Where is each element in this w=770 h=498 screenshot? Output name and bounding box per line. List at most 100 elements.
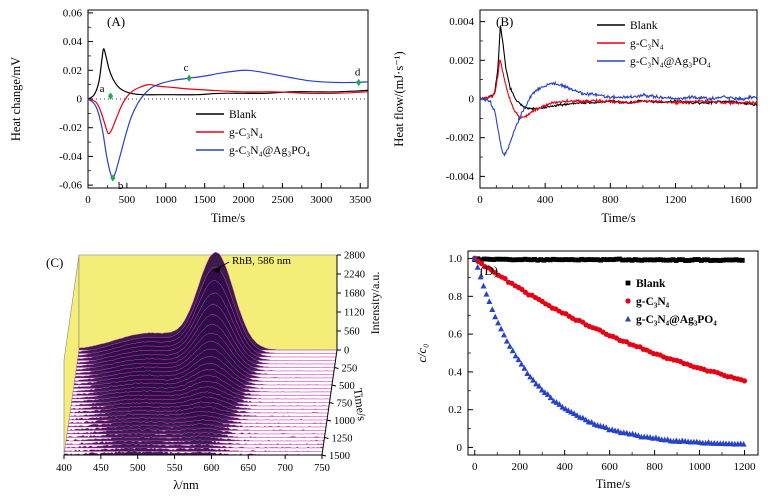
series-point-blank bbox=[560, 257, 566, 263]
series-point-blank bbox=[503, 256, 509, 262]
series-point-g-c3n4-ag3po4 bbox=[527, 373, 534, 380]
legend-marker-blank bbox=[625, 280, 631, 286]
series-point-blank bbox=[538, 257, 544, 263]
time-axis-label: Time/s bbox=[351, 387, 369, 422]
point-marker-b bbox=[110, 174, 116, 182]
series-point-blank bbox=[686, 258, 692, 263]
series-line-g-c3n4 bbox=[87, 83, 369, 135]
legend-label: g-C₃N₄@Ag₃PO₄ bbox=[630, 56, 711, 68]
series-point-g-c3n4-ag3po4 bbox=[495, 319, 502, 326]
series-point-blank bbox=[689, 257, 695, 263]
y-tick-label: 0.2 bbox=[448, 404, 462, 416]
series-point-blank bbox=[661, 257, 666, 263]
y-tick-label: -0.06 bbox=[59, 180, 82, 192]
series-point-g-c3n4-ag3po4 bbox=[480, 282, 487, 289]
series-point-g-c3n4-ag3po4 bbox=[574, 412, 581, 418]
wavelength-tick-label: 400 bbox=[56, 463, 72, 474]
series-point-g-c3n4-ag3po4 bbox=[582, 416, 589, 423]
intensity-tick-label: 560 bbox=[344, 327, 360, 338]
series-point-blank bbox=[510, 257, 515, 263]
legend-label: g-C₃N₄@Ag₃PO₄ bbox=[229, 145, 310, 157]
series-point-blank bbox=[739, 257, 745, 263]
series-point-blank bbox=[651, 257, 657, 263]
time-tick bbox=[321, 454, 327, 457]
panel-label: (B) bbox=[496, 14, 513, 29]
x-tick-label: 1200 bbox=[665, 194, 688, 206]
series-point-blank bbox=[525, 257, 531, 262]
series-point-g-c3n4-ag3po4 bbox=[579, 414, 586, 421]
time-tick bbox=[334, 367, 339, 369]
panel-label: (C) bbox=[46, 255, 63, 270]
series-point-blank bbox=[698, 258, 704, 263]
series-point-g-c3n4-ag3po4 bbox=[533, 380, 540, 387]
series-point-g-c3n4-ag3po4 bbox=[544, 391, 551, 397]
time-tick-label: 250 bbox=[342, 364, 358, 375]
series-point-g-c3n4-ag3po4 bbox=[524, 370, 531, 376]
time-tick-label: 750 bbox=[337, 399, 353, 410]
series-point-blank bbox=[519, 257, 525, 263]
spectrum-curve bbox=[67, 419, 326, 428]
x-tick-label: 1000 bbox=[689, 461, 712, 473]
y-tick-label: 0.002 bbox=[449, 55, 474, 67]
series-point-blank bbox=[676, 257, 682, 263]
series-point-blank bbox=[642, 257, 648, 263]
series-point-g-c3n4-ag3po4 bbox=[474, 264, 481, 270]
y-axis-label: Heat change/mV bbox=[9, 57, 23, 141]
series-point-blank bbox=[604, 257, 610, 263]
series-point-g-c3n4-ag3po4 bbox=[530, 376, 537, 383]
series-point-blank bbox=[573, 257, 578, 263]
series-point-blank bbox=[727, 257, 733, 263]
series-point-blank bbox=[673, 258, 679, 263]
time-tick bbox=[329, 402, 334, 404]
intensity-tick-label: 2800 bbox=[344, 251, 365, 262]
y-tick-label: 0.6 bbox=[448, 329, 462, 341]
series-point-g-c3n4 bbox=[741, 378, 748, 384]
series-point-blank bbox=[598, 257, 604, 263]
series-point-blank bbox=[497, 256, 503, 262]
series-point-blank bbox=[708, 258, 714, 263]
series-point-blank bbox=[617, 256, 622, 262]
series-point-blank bbox=[670, 257, 676, 263]
x-tick-label: 3000 bbox=[310, 194, 333, 206]
series-point-blank bbox=[626, 257, 632, 263]
series-point-blank bbox=[639, 257, 644, 263]
x-tick-label: 1200 bbox=[734, 461, 757, 473]
series-point-blank bbox=[595, 257, 600, 263]
series-point-blank bbox=[636, 257, 641, 263]
y-tick-label: 0.04 bbox=[63, 36, 83, 48]
legend-label: g-C₃N₄ bbox=[636, 296, 670, 308]
series-point-blank bbox=[569, 257, 575, 262]
series-point-g-c3n4 bbox=[502, 276, 508, 282]
x-tick-label: 2000 bbox=[233, 194, 256, 206]
y-tick-label: 0.8 bbox=[448, 291, 462, 303]
point-label-a: a bbox=[100, 83, 105, 95]
intensity-tick-label: 2240 bbox=[344, 270, 365, 281]
series-point-g-c3n4-ag3po4 bbox=[536, 382, 543, 389]
series-point-blank bbox=[506, 257, 512, 262]
series-point-g-c3n4-ag3po4 bbox=[500, 331, 507, 338]
x-tick-label: 800 bbox=[602, 194, 619, 206]
series-line-blank bbox=[87, 48, 369, 100]
spectrum-curve bbox=[65, 439, 324, 445]
panel-label: (A) bbox=[107, 14, 125, 29]
x-tick-label: 800 bbox=[646, 461, 663, 473]
y-tick-label: 0 bbox=[469, 94, 475, 106]
series-point-blank bbox=[528, 257, 534, 263]
series-point-g-c3n4-ag3po4 bbox=[562, 405, 569, 412]
point-label-b: b bbox=[118, 180, 124, 192]
series-point-blank bbox=[582, 257, 588, 263]
series-point-blank bbox=[695, 257, 701, 262]
series-point-blank bbox=[491, 257, 497, 262]
series-line-g-c3n4-ag3po4 bbox=[87, 69, 369, 179]
x-tick-label: 400 bbox=[537, 194, 554, 206]
x-tick-label: 400 bbox=[556, 461, 573, 473]
series-point-g-c3n4-ag3po4 bbox=[538, 386, 545, 393]
y-tick-label: -0.002 bbox=[446, 132, 474, 144]
time-tick-label: 1000 bbox=[334, 416, 355, 427]
point-label-d: d bbox=[355, 66, 361, 78]
panel-label: (D) bbox=[480, 263, 498, 278]
series-point-blank bbox=[563, 257, 569, 262]
series-point-blank bbox=[494, 256, 500, 262]
x-tick-label: 0 bbox=[472, 461, 478, 473]
y-tick-label: 0.004 bbox=[449, 16, 474, 28]
